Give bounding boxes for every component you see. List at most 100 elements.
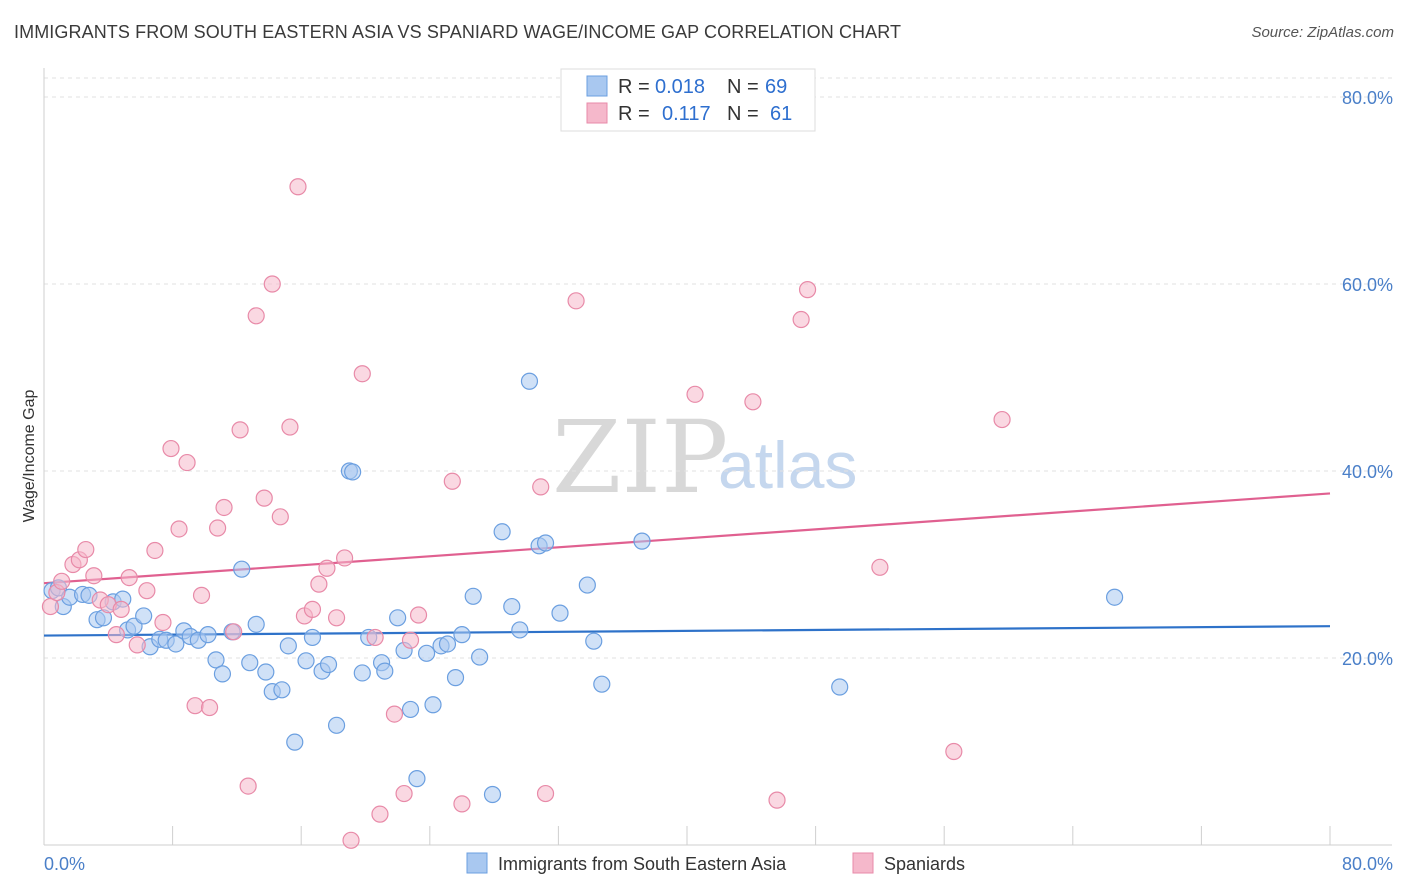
watermark-zip: ZIP [552,399,728,516]
data-point [200,698,219,717]
legend: R = 0.018 N = 69 R = 0.117 N = 61 [560,68,816,132]
data-point [409,606,428,624]
legend-swatch-blue [586,75,608,97]
trend-line [43,625,1331,637]
data-point [342,831,360,849]
data-point [327,609,346,627]
data-point [585,632,603,650]
data-point [871,558,889,576]
data-point [120,568,138,587]
data-point [247,307,265,325]
data-point [686,385,704,403]
data-point [443,472,461,490]
data-point [170,520,188,538]
axes: 20.0% 40.0% 60.0% 80.0% [43,68,1393,846]
data-point [503,597,521,616]
data-point [483,785,502,804]
data-point [231,421,249,439]
data-point [273,681,291,699]
data-point [798,281,817,299]
data-point [257,663,275,681]
data-point [353,664,371,682]
data-point [344,463,362,481]
data-point [162,439,180,458]
legend-r-value-1: 0.018 [655,76,705,98]
data-point [336,549,354,567]
chart-title: IMMIGRANTS FROM SOUTH EASTERN ASIA VS SP… [14,22,902,42]
data-point [271,508,289,526]
bottom-legend: Immigrants from South Eastern Asia Spani… [466,852,965,874]
data-point [401,700,420,719]
data-point [318,559,336,577]
data-point [424,696,442,714]
data-point [744,393,762,411]
data-point [241,654,259,672]
data-point [319,655,338,674]
data-point [233,560,251,578]
data-point [138,582,156,600]
data-point [112,600,130,618]
legend-swatch-pink [586,102,608,124]
data-point [511,621,529,639]
legend-n-label-1: N = [727,76,759,98]
data-point [578,576,596,594]
data-point [792,310,810,329]
data-point [408,770,426,788]
data-point [438,635,457,653]
data-point [167,635,185,653]
data-point [353,365,371,383]
data-point [768,791,786,809]
trend-lines [43,492,1331,637]
data-point [471,648,489,666]
y-tick-label: 60.0% [1342,275,1393,295]
data-point [215,498,233,517]
data-point [633,532,651,550]
data-point [186,697,204,715]
bottom-legend-label-pink: Spaniards [884,854,965,874]
data-point [303,600,322,618]
watermark-atlas: atlas [718,428,857,502]
data-point [178,453,196,472]
data-point [417,644,436,662]
data-point [389,609,407,627]
source-credit: Source: ZipAtlas.com [1251,24,1394,41]
data-point [945,742,963,761]
data-point [327,716,346,734]
data-point [286,733,304,751]
data-point [263,275,281,293]
data-point [209,519,227,537]
data-point [551,604,569,622]
data-point [464,587,482,605]
y-axis-label: Wage/Income Gap [21,390,38,523]
data-point [993,410,1011,429]
data-point [128,636,146,654]
y-tick-label: 80.0% [1342,88,1393,108]
data-point [53,572,71,590]
data-point [493,523,511,541]
data-point [567,292,585,310]
data-points [41,178,1124,849]
data-point [310,575,328,593]
bottom-legend-swatch-pink [852,852,874,874]
y-tick-label: 40.0% [1342,462,1393,482]
data-point [532,478,550,496]
legend-n-value-1: 69 [765,76,787,98]
data-point [1105,588,1124,606]
data-point [213,665,232,683]
data-point [371,805,389,823]
data-point [593,675,611,693]
x-tick-label-min: 0.0% [44,854,85,874]
data-point [395,784,413,803]
legend-n-label-2: N = [727,103,759,125]
data-point [247,615,265,633]
data-point [446,669,465,687]
data-point [520,372,539,390]
x-tick-label-max: 80.0% [1342,854,1393,874]
data-point [401,631,420,649]
legend-n-value-2: 61 [770,103,792,125]
data-point [41,597,60,616]
data-point [77,540,95,559]
data-point [831,678,849,696]
data-point [289,178,307,196]
